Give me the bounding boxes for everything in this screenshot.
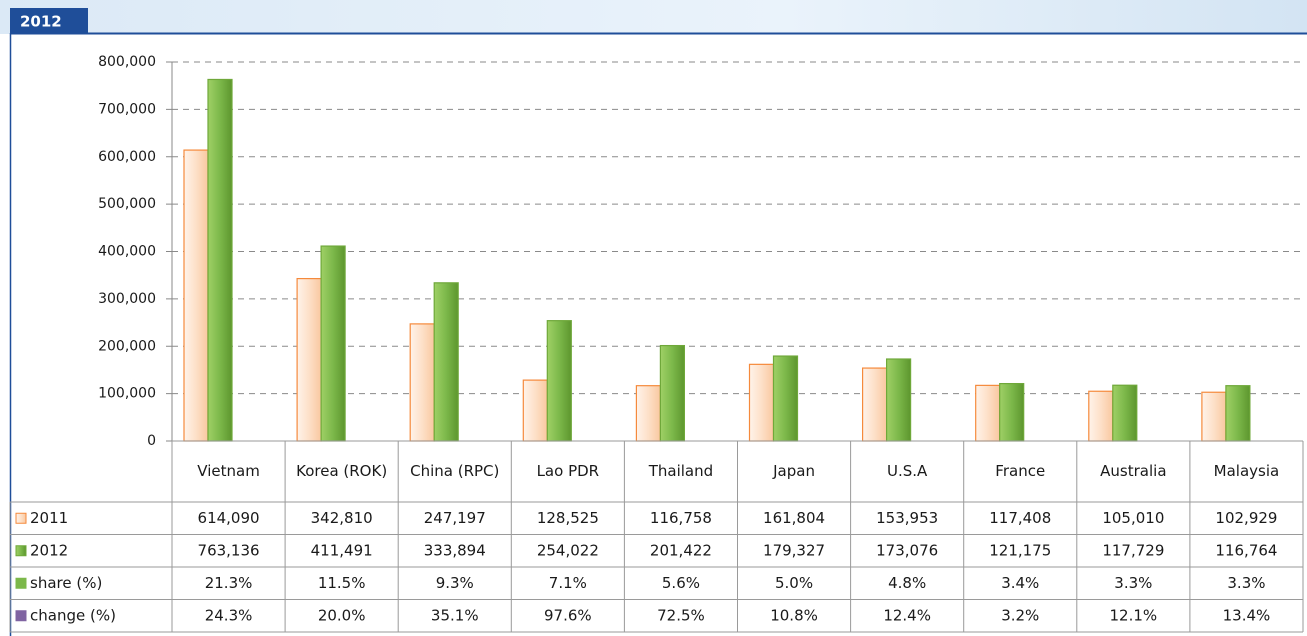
table-cell: 161,804 bbox=[763, 509, 825, 527]
legend-swatch bbox=[15, 577, 27, 589]
y-tick-label: 700,000 bbox=[98, 101, 156, 117]
x-tick-label: Malaysia bbox=[1214, 462, 1280, 480]
table-cell: 254,022 bbox=[537, 541, 599, 559]
table-cell: 116,758 bbox=[650, 509, 712, 527]
bar bbox=[546, 320, 572, 442]
table-cell: 179,327 bbox=[763, 541, 825, 559]
y-tick-label: 400,000 bbox=[98, 244, 156, 260]
table-cell: 411,491 bbox=[311, 541, 373, 559]
y-tick-label: 500,000 bbox=[98, 196, 156, 212]
table-cell: 763,136 bbox=[198, 541, 260, 559]
table-cell: 614,090 bbox=[198, 509, 260, 527]
table-cell: 35.1% bbox=[431, 606, 479, 624]
table-cell: 3.3% bbox=[1227, 574, 1265, 592]
y-tick-label: 800,000 bbox=[98, 54, 156, 70]
legend-swatch bbox=[15, 512, 27, 524]
table-cell: 72.5% bbox=[657, 606, 705, 624]
header-band bbox=[0, 0, 1307, 34]
x-tick-label: Thailand bbox=[648, 462, 713, 480]
table-cell: 21.3% bbox=[205, 574, 253, 592]
title-tab bbox=[10, 8, 88, 34]
table-cell: 121,175 bbox=[989, 541, 1051, 559]
table-cell: 24.3% bbox=[205, 606, 253, 624]
table-cell: 11.5% bbox=[318, 574, 366, 592]
x-tick-label: France bbox=[995, 462, 1045, 480]
legend-swatch bbox=[15, 610, 27, 622]
bar bbox=[1225, 385, 1251, 442]
legend-label: change (%) bbox=[30, 606, 116, 624]
y-tick-label: 300,000 bbox=[98, 291, 156, 307]
x-tick-label: Vietnam bbox=[197, 462, 260, 480]
table-cell: 102,929 bbox=[1215, 509, 1277, 527]
y-tick-label: 100,000 bbox=[98, 386, 156, 402]
table-cell: 342,810 bbox=[311, 509, 373, 527]
bar bbox=[320, 245, 346, 442]
bar bbox=[999, 382, 1025, 442]
chart-title: 2012 bbox=[20, 13, 62, 31]
bar bbox=[635, 385, 662, 442]
bar bbox=[659, 344, 686, 442]
bar bbox=[522, 379, 548, 442]
table-cell: 9.3% bbox=[436, 574, 474, 592]
table-cell: 4.8% bbox=[888, 574, 926, 592]
x-tick-label: Korea (ROK) bbox=[296, 462, 387, 480]
table-cell: 7.1% bbox=[549, 574, 587, 592]
table-cell: 105,010 bbox=[1102, 509, 1164, 527]
x-tick-label: Japan bbox=[772, 462, 815, 480]
table-cell: 116,764 bbox=[1215, 541, 1277, 559]
table-cell: 3.2% bbox=[1001, 606, 1039, 624]
x-tick-label: U.S.A bbox=[887, 462, 928, 480]
bar bbox=[1201, 391, 1227, 442]
y-tick-label: 0 bbox=[147, 433, 156, 449]
bar bbox=[1112, 384, 1138, 442]
x-tick-label: Australia bbox=[1100, 462, 1166, 480]
table-cell: 20.0% bbox=[318, 606, 366, 624]
bar bbox=[409, 323, 435, 442]
table-cell: 5.0% bbox=[775, 574, 813, 592]
bar bbox=[861, 367, 888, 442]
table-cell: 247,197 bbox=[424, 509, 486, 527]
table-cell: 153,953 bbox=[876, 509, 938, 527]
bar bbox=[975, 384, 1001, 442]
legend-label: 2011 bbox=[30, 509, 68, 527]
table-cell: 201,422 bbox=[650, 541, 712, 559]
bar bbox=[296, 277, 322, 442]
bar bbox=[1088, 390, 1114, 442]
table-cell: 117,408 bbox=[989, 509, 1051, 527]
legend-label: 2012 bbox=[30, 541, 68, 559]
table-cell: 13.4% bbox=[1223, 606, 1271, 624]
bar bbox=[183, 149, 209, 442]
table-cell: 97.6% bbox=[544, 606, 592, 624]
table-cell: 3.3% bbox=[1114, 574, 1152, 592]
table-cell: 173,076 bbox=[876, 541, 938, 559]
table-cell: 333,894 bbox=[424, 541, 486, 559]
table-cell: 5.6% bbox=[662, 574, 700, 592]
table-cell: 10.8% bbox=[770, 606, 818, 624]
table-cell: 12.4% bbox=[883, 606, 931, 624]
table-cell: 128,525 bbox=[537, 509, 599, 527]
y-tick-label: 600,000 bbox=[98, 149, 156, 165]
bar bbox=[885, 358, 912, 442]
bar bbox=[748, 363, 775, 442]
table-cell: 3.4% bbox=[1001, 574, 1039, 592]
legend-swatch bbox=[15, 545, 27, 557]
table-cell: 12.1% bbox=[1110, 606, 1158, 624]
y-tick-label: 200,000 bbox=[98, 338, 156, 354]
x-tick-label: Lao PDR bbox=[537, 462, 600, 480]
bar bbox=[433, 282, 459, 442]
legend-label: share (%) bbox=[30, 574, 102, 592]
bar bbox=[207, 78, 233, 442]
bar bbox=[772, 355, 799, 442]
table-cell: 117,729 bbox=[1102, 541, 1164, 559]
x-tick-label: China (RPC) bbox=[410, 462, 499, 480]
